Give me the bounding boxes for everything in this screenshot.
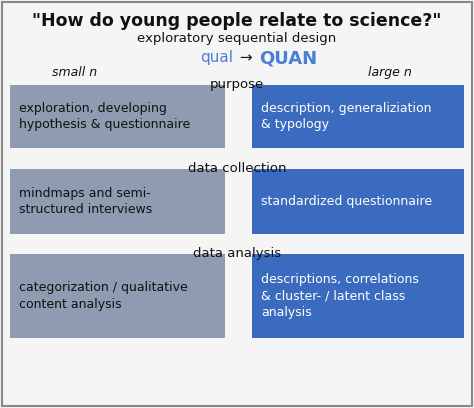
FancyBboxPatch shape (10, 169, 225, 234)
Text: standardized questionnaire: standardized questionnaire (261, 195, 432, 208)
Text: mindmaps and semi-
structured interviews: mindmaps and semi- structured interviews (19, 187, 152, 216)
Text: data collection: data collection (188, 162, 286, 175)
Text: descriptions, correlations
& cluster- / latent class
analysis: descriptions, correlations & cluster- / … (261, 273, 419, 319)
Text: qual: qual (200, 50, 233, 65)
FancyBboxPatch shape (10, 254, 225, 338)
Text: purpose: purpose (210, 78, 264, 91)
FancyBboxPatch shape (10, 85, 225, 148)
FancyBboxPatch shape (252, 85, 464, 148)
Text: →: → (235, 50, 257, 65)
Text: small n: small n (53, 66, 98, 79)
Text: exploration, developing
hypothesis & questionnaire: exploration, developing hypothesis & que… (19, 102, 190, 131)
Text: large n: large n (368, 66, 412, 79)
FancyBboxPatch shape (252, 169, 464, 234)
Text: categorization / qualitative
content analysis: categorization / qualitative content ana… (19, 281, 188, 311)
Text: "How do young people relate to science?": "How do young people relate to science?" (32, 12, 442, 30)
FancyBboxPatch shape (252, 254, 464, 338)
Text: data analysis: data analysis (193, 247, 281, 260)
Text: QUAN: QUAN (259, 50, 317, 68)
Text: description, generaliziation
& typology: description, generaliziation & typology (261, 102, 431, 131)
Text: exploratory sequential design: exploratory sequential design (137, 32, 337, 45)
